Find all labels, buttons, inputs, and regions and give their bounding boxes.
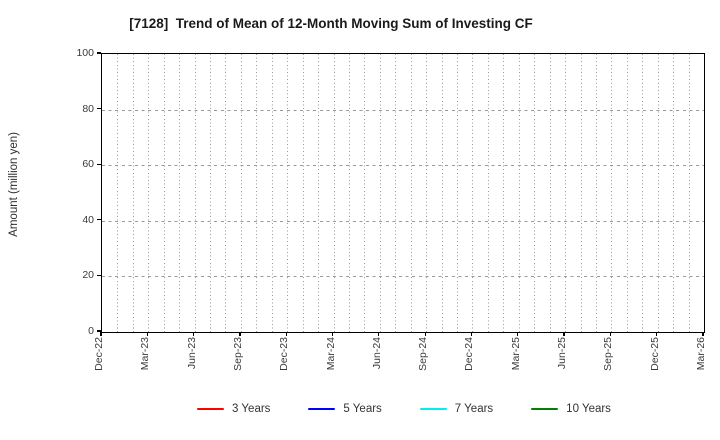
y-tick-mark [97, 52, 101, 54]
y-tick-label: 100 [76, 47, 94, 59]
x-tick-mark [609, 332, 611, 337]
x-tick-label: Mar-23 [139, 337, 152, 371]
x-gridline [580, 54, 582, 332]
legend-label: 10 Years [566, 403, 611, 415]
x-gridline [348, 54, 350, 332]
x-gridline [487, 54, 489, 332]
legend-label: 5 Years [343, 403, 382, 415]
x-tick-mark [378, 332, 380, 337]
x-tick-mark [563, 332, 565, 337]
x-gridline [626, 54, 628, 332]
x-gridline [534, 54, 536, 332]
x-tick-mark [470, 332, 473, 337]
y-tick-label: 40 [82, 213, 94, 226]
x-gridline [333, 54, 335, 332]
x-gridline [210, 54, 212, 332]
x-gridline [565, 54, 567, 332]
x-gridline [410, 54, 412, 332]
x-gridline [287, 54, 289, 332]
x-gridline [318, 54, 320, 332]
x-tick-mark [702, 332, 704, 337]
y-tick-mark [97, 274, 101, 276]
x-gridline [611, 54, 613, 332]
x-tick-mark [146, 332, 148, 337]
y-tick-mark [97, 219, 101, 221]
x-tick-label: Sep-25 [602, 337, 615, 371]
x-tick-label: Jun-25 [556, 337, 569, 370]
y-tick-mark [97, 330, 101, 332]
x-gridline [673, 54, 675, 332]
x-gridline [256, 54, 258, 332]
legend-item-5-years: 5 Years [308, 403, 382, 415]
y-tick-label: 20 [82, 269, 94, 282]
x-gridline [395, 54, 397, 332]
x-gridline [194, 54, 196, 332]
chart-title: [7128] Trend of Mean of 12-Month Moving … [129, 16, 533, 31]
legend-label: 3 Years [232, 403, 271, 415]
legend-label: 7 Years [454, 403, 494, 415]
x-tick-mark [100, 332, 102, 337]
x-gridline [549, 54, 551, 332]
x-gridline [364, 54, 366, 332]
legend-item-7-years: 7 Years [419, 403, 494, 415]
x-gridline [240, 54, 242, 332]
x-tick-label: Mar-24 [324, 337, 337, 371]
x-gridline [117, 54, 119, 332]
x-tick-label: Mar-25 [509, 337, 522, 371]
x-tick-mark [517, 332, 519, 337]
x-tick-label: Dec-25 [648, 337, 661, 371]
x-tick-label: Dec-23 [278, 337, 291, 371]
x-tick-label: Jun-23 [185, 337, 198, 370]
x-gridline [642, 54, 644, 332]
legend-line-swatch [308, 407, 336, 411]
x-gridline [688, 54, 690, 332]
x-tick-mark [285, 332, 287, 337]
x-tick-label: Mar-26 [695, 337, 707, 371]
x-tick-mark [193, 332, 195, 337]
y-tick-label: 80 [82, 102, 94, 115]
x-gridline [132, 54, 134, 332]
x-gridline [302, 54, 304, 332]
legend-line-swatch [531, 407, 559, 411]
x-gridline [179, 54, 181, 332]
x-gridline [163, 54, 165, 332]
x-gridline [457, 54, 459, 332]
x-gridline [472, 54, 474, 332]
x-gridline [379, 54, 381, 332]
x-tick-label: Sep-24 [417, 337, 430, 371]
x-gridline [441, 54, 443, 332]
legend-item-3-years: 3 Years [197, 403, 270, 415]
y-gridline [102, 220, 704, 222]
plot-area [101, 53, 705, 333]
y-gridline [102, 165, 704, 167]
x-gridline [426, 54, 428, 332]
x-tick-label: Jun-24 [370, 337, 383, 370]
x-tick-label: Dec-24 [463, 337, 476, 371]
legend-item-10-years: 10 Years [531, 403, 611, 415]
chart-legend: 3 Years 5 Years 7 Years 10 Years [86, 403, 720, 415]
x-gridline [503, 54, 505, 332]
y-tick-label: 0 [88, 325, 94, 337]
x-gridline [271, 54, 273, 332]
y-tick-label: 60 [82, 158, 94, 171]
x-tick-mark [331, 332, 334, 337]
x-gridline [657, 54, 659, 332]
x-tick-mark [239, 332, 241, 337]
x-tick-label: Sep-23 [231, 337, 244, 371]
x-tick-mark [656, 332, 658, 337]
y-axis-label: Amount (million yen) [8, 132, 20, 237]
x-gridline [595, 54, 597, 332]
x-tick-mark [424, 332, 426, 337]
x-gridline [225, 54, 227, 332]
legend-line-swatch [197, 407, 225, 411]
y-gridline [102, 109, 704, 111]
x-gridline [518, 54, 520, 332]
y-tick-mark [97, 163, 101, 165]
x-tick-label: Dec-22 [93, 337, 105, 371]
legend-line-swatch [419, 407, 447, 411]
y-gridline [102, 276, 704, 278]
y-tick-mark [97, 108, 101, 110]
x-gridline [148, 54, 150, 332]
